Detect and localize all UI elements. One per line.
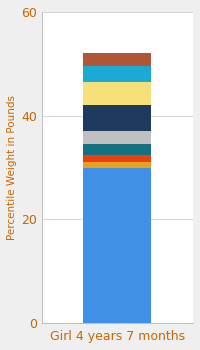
Bar [83,131,151,144]
Bar [83,66,151,82]
X-axis label: Girl 4 years 7 months: Girl 4 years 7 months [50,330,185,343]
Bar [83,54,151,66]
Bar [83,105,151,131]
Bar [83,168,151,323]
Bar [83,82,151,105]
Bar [83,144,151,155]
Bar [83,155,151,162]
Y-axis label: Percentile Weight in Pounds: Percentile Weight in Pounds [7,95,17,240]
Bar [83,162,151,168]
